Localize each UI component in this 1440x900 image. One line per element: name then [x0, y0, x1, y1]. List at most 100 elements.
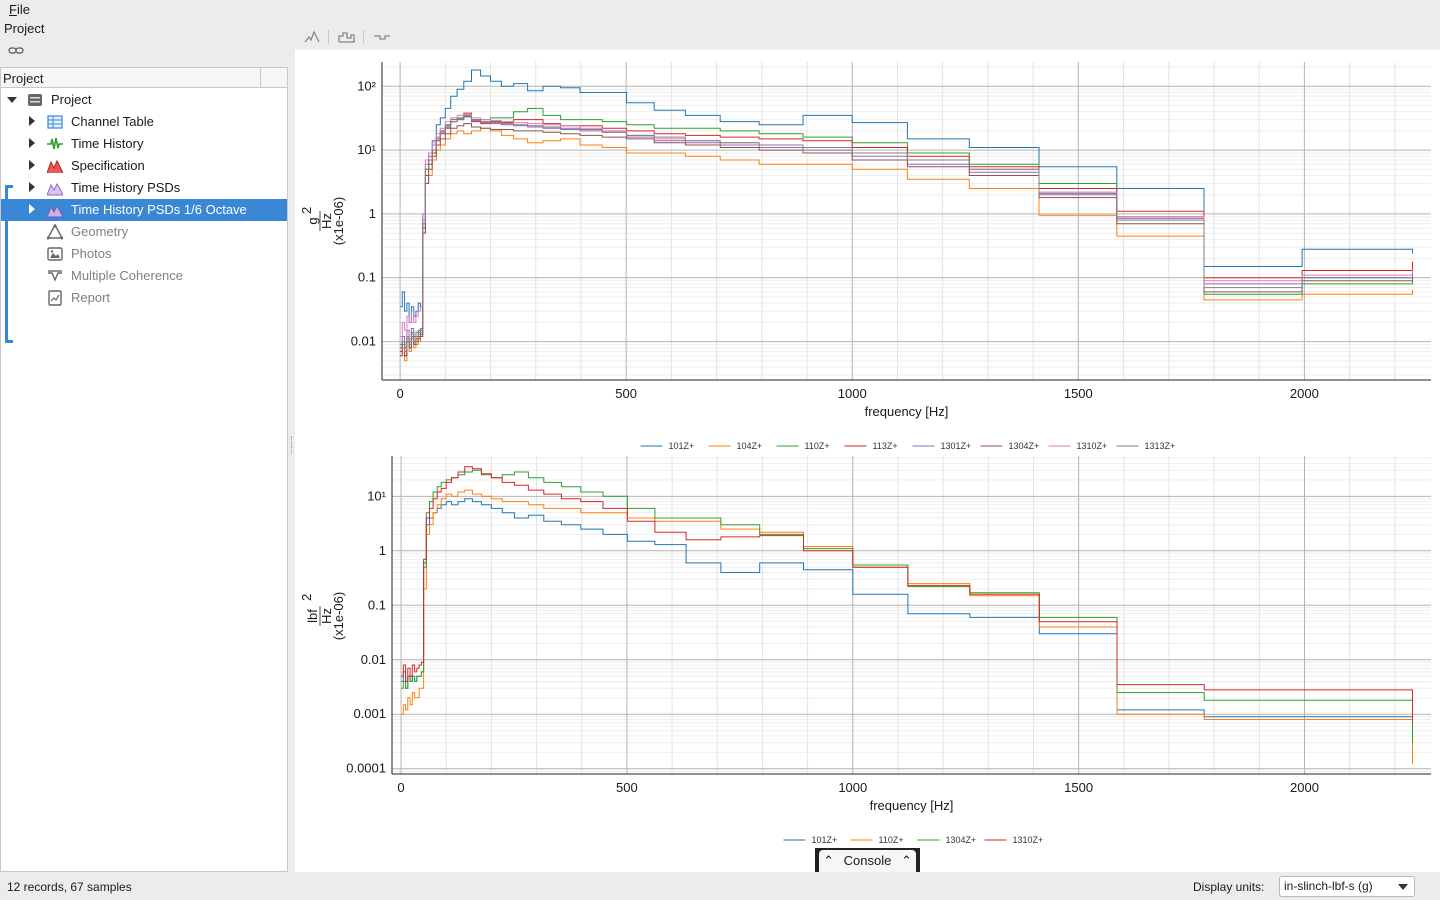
tree-item-time-history-psds[interactable]: Time History PSDs [1, 177, 287, 199]
series-line-101Z+ [401, 498, 1413, 760]
coherence-icon [48, 270, 62, 282]
project-panel-title: Project [4, 21, 45, 36]
series-line-1301Z+ [400, 116, 1413, 349]
y-tick-label: 0.1 [358, 270, 376, 285]
console-tab[interactable]: ⌃ Console ⌃ [815, 848, 920, 872]
tree-item-label: Channel Table [71, 114, 154, 129]
tree-item-label: Time History PSDs 1/6 Octave [71, 202, 247, 217]
chart-toolbar [300, 27, 420, 47]
tree-guide-line [5, 185, 13, 343]
toolbar-divider [363, 30, 364, 44]
menu-bar: File [0, 0, 1440, 19]
tree-item-multiple-coherence[interactable]: Multiple Coherence [1, 265, 287, 287]
status-bar: 12 records, 67 samples Display units: in… [0, 873, 1440, 900]
tree-item-project[interactable]: Project [1, 89, 287, 111]
tree-item-photos[interactable]: Photos [1, 243, 287, 265]
display-units-select[interactable]: in-slinch-lbf-s (g) [1279, 876, 1415, 897]
psd-icon [47, 204, 63, 218]
file-menu[interactable]: File [9, 2, 30, 17]
tree-item-time-history[interactable]: Time History [1, 133, 287, 155]
console-label: Console [843, 853, 892, 868]
panel-splitter[interactable] [291, 436, 293, 454]
x-tick-label: 500 [616, 780, 638, 795]
series-line-1310Z+ [401, 466, 1413, 723]
y-tick-label: 10¹ [367, 488, 386, 503]
tree-header-label: Project [3, 71, 44, 86]
waveform-icon [47, 137, 63, 150]
tree-item-label: Multiple Coherence [71, 268, 184, 283]
tree-item-report[interactable]: Report [1, 287, 287, 309]
y-axis-label: lbf 2 Hz(x1e-06) [299, 592, 346, 640]
x-tick-label: 500 [615, 386, 637, 401]
step-icon[interactable] [372, 27, 392, 47]
x-tick-label: 2000 [1290, 386, 1319, 401]
tree-item-geometry[interactable]: Geometry [1, 221, 287, 243]
histogram-icon[interactable] [337, 27, 357, 47]
y-axis-label-scale: (x1e-06) [331, 592, 346, 640]
legend-item: 110Z+ [879, 835, 904, 845]
chevron-down-icon[interactable] [7, 97, 17, 103]
chevron-down-icon [1398, 884, 1408, 890]
tree-item-label: Geometry [71, 224, 129, 239]
tree-item-label: Project [51, 92, 92, 107]
y-axis-label-denominator: Hz [319, 608, 334, 624]
database-icon [28, 94, 42, 106]
x-tick-label: 1000 [838, 386, 867, 401]
peak-icon[interactable] [302, 27, 322, 47]
chevron-right-icon[interactable] [29, 182, 35, 192]
display-units-label: Display units: [1193, 880, 1265, 894]
project-tree: Project Project Channel Table Time Histo… [0, 67, 288, 872]
x-tick-label: 2000 [1290, 780, 1319, 795]
table-icon [47, 115, 63, 129]
legend-item: 101Z+ [812, 835, 838, 845]
series-line-101Z+ [400, 69, 1413, 323]
chevron-right-icon[interactable] [29, 138, 35, 148]
legend-item: 113Z+ [873, 441, 898, 451]
tree-item-label: Photos [71, 246, 112, 261]
y-tick-label: 0.001 [353, 706, 386, 721]
tree-item-label: Report [71, 290, 111, 305]
tree-item-channel-table[interactable]: Channel Table [1, 111, 287, 133]
legend-item: 1313Z+ [1145, 441, 1176, 451]
series-line-1304Z+ [401, 469, 1413, 743]
tree-item-label: Time History [71, 136, 144, 151]
y-axis-label: g 2 Hz(x1e-06) [299, 197, 346, 245]
legend-item: 101Z+ [669, 441, 695, 451]
display-units-value: in-slinch-lbf-s (g) [1284, 879, 1373, 893]
x-axis-label: frequency [Hz] [870, 798, 954, 813]
x-tick-label: 1000 [838, 780, 867, 795]
x-tick-label: 1500 [1064, 780, 1093, 795]
series-line-1313Z+ [400, 115, 1413, 352]
x-tick-label: 1500 [1064, 386, 1093, 401]
chevron-right-icon[interactable] [29, 204, 35, 214]
console-toggle[interactable]: ⌃ Console ⌃ [819, 850, 916, 872]
chevron-up-icon: ⌃ [900, 853, 912, 868]
y-axis-label-scale: (x1e-06) [331, 197, 346, 245]
legend-item: 104Z+ [737, 441, 763, 451]
psd-icon [47, 182, 63, 196]
series-line-110Z+ [400, 107, 1413, 352]
triangle-icon [47, 224, 63, 240]
y-axis-label-numerator: g [305, 217, 320, 224]
records-count: 12 records, 67 samples [7, 880, 132, 894]
y-tick-label: 0.01 [351, 334, 376, 349]
link-icon[interactable] [8, 45, 24, 57]
legend-item: 1304Z+ [946, 835, 977, 845]
y-tick-label: 0.1 [368, 597, 386, 612]
tree-header: Project [1, 68, 287, 88]
tree-item-label: Time History PSDs [71, 180, 181, 195]
tree-item-time-history-psds-octave[interactable]: Time History PSDs 1/6 Octave [1, 199, 287, 221]
chart-1: 0.01 0.1 1 10¹ 10² 0 500 1000 1500 2000 frequency … [299, 62, 1431, 451]
spec-icon [47, 159, 63, 174]
chevron-right-icon[interactable] [29, 160, 35, 170]
chevron-right-icon[interactable] [29, 116, 35, 126]
y-tick-label: 0.0001 [346, 761, 386, 776]
legend-item: 1304Z+ [1009, 441, 1040, 451]
legend-item: 1310Z+ [1013, 835, 1044, 845]
toolbar-divider [328, 30, 329, 44]
y-axis-label-numerator: lbf [305, 609, 320, 623]
tree-item-specification[interactable]: Specification [1, 155, 287, 177]
chevron-up-icon: ⌃ [823, 853, 835, 868]
column-divider[interactable] [260, 68, 261, 87]
